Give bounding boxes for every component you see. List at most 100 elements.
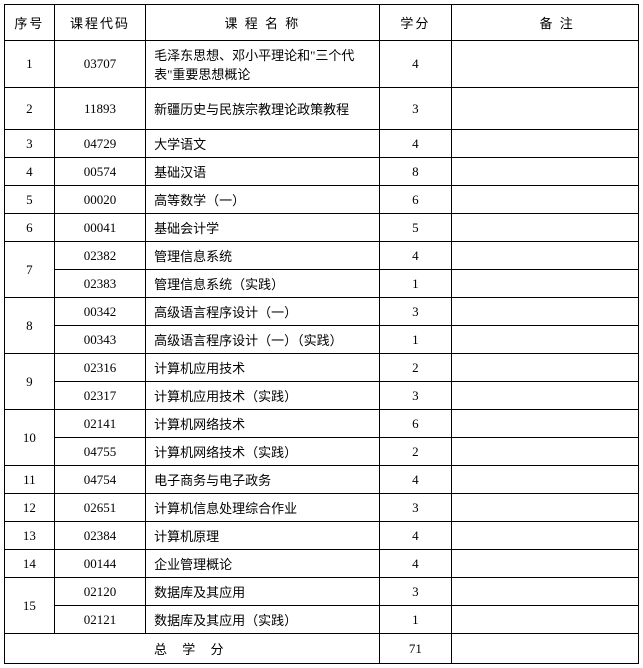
- cell-name: 计算机原理: [146, 522, 379, 550]
- cell-name: 数据库及其应用: [146, 578, 379, 606]
- cell-name: 基础汉语: [146, 158, 379, 186]
- table-row: 103707毛泽东思想、邓小平理论和"三个代表"重要思想概论4: [5, 41, 639, 88]
- cell-note: [452, 466, 639, 494]
- cell-name: 计算机应用技术（实践）: [146, 382, 379, 410]
- cell-code: 04729: [54, 130, 145, 158]
- cell-credit: 4: [379, 550, 452, 578]
- cell-name: 管理信息系统（实践）: [146, 270, 379, 298]
- cell-note: [452, 270, 639, 298]
- cell-credit: 8: [379, 158, 452, 186]
- cell-name: 高级语言程序设计（一）（实践）: [146, 326, 379, 354]
- cell-seq: 8: [5, 298, 55, 354]
- cell-note: [452, 550, 639, 578]
- cell-name: 数据库及其应用（实践）: [146, 606, 379, 634]
- cell-credit: 1: [379, 270, 452, 298]
- cell-code: 04754: [54, 466, 145, 494]
- cell-name: 企业管理概论: [146, 550, 379, 578]
- cell-note: [452, 130, 639, 158]
- cell-credit: 1: [379, 326, 452, 354]
- cell-credit: 6: [379, 186, 452, 214]
- table-row: 211893新疆历史与民族宗教理论政策教程3: [5, 88, 639, 130]
- cell-code: 00342: [54, 298, 145, 326]
- cell-note: [452, 410, 639, 438]
- cell-credit: 4: [379, 466, 452, 494]
- cell-note: [452, 494, 639, 522]
- header-credit: 学分: [379, 5, 452, 41]
- table-row: 702382管理信息系统4: [5, 242, 639, 270]
- cell-seq: 9: [5, 354, 55, 410]
- table-row: 1502120数据库及其应用3: [5, 578, 639, 606]
- cell-note: [452, 88, 639, 130]
- cell-name: 高级语言程序设计（一）: [146, 298, 379, 326]
- table-row: 02121数据库及其应用（实践）1: [5, 606, 639, 634]
- table-row: 1400144企业管理概论4: [5, 550, 639, 578]
- table-row: 00343高级语言程序设计（一）（实践）1: [5, 326, 639, 354]
- cell-seq: 10: [5, 410, 55, 466]
- cell-code: 02383: [54, 270, 145, 298]
- cell-credit: 2: [379, 354, 452, 382]
- header-note: 备 注: [452, 5, 639, 41]
- cell-note: [452, 158, 639, 186]
- cell-name: 计算机网络技术（实践）: [146, 438, 379, 466]
- cell-note: [452, 438, 639, 466]
- cell-code: 02317: [54, 382, 145, 410]
- cell-credit: 6: [379, 410, 452, 438]
- cell-note: [452, 578, 639, 606]
- cell-name: 基础会计学: [146, 214, 379, 242]
- cell-credit: 3: [379, 382, 452, 410]
- cell-note: [452, 522, 639, 550]
- table-row: 400574基础汉语8: [5, 158, 639, 186]
- header-seq: 序号: [5, 5, 55, 41]
- cell-note: [452, 242, 639, 270]
- cell-note: [452, 298, 639, 326]
- cell-credit: 3: [379, 88, 452, 130]
- cell-credit: 4: [379, 130, 452, 158]
- cell-seq: 7: [5, 242, 55, 298]
- cell-note: [452, 382, 639, 410]
- cell-code: 00343: [54, 326, 145, 354]
- cell-name: 电子商务与电子政务: [146, 466, 379, 494]
- cell-code: 04755: [54, 438, 145, 466]
- total-row: 总 学 分 71: [5, 634, 639, 664]
- table-row: 1302384计算机原理4: [5, 522, 639, 550]
- table-row: 1202651计算机信息处理综合作业3: [5, 494, 639, 522]
- cell-name: 计算机信息处理综合作业: [146, 494, 379, 522]
- cell-code: 02651: [54, 494, 145, 522]
- cell-note: [452, 186, 639, 214]
- table-row: 1104754电子商务与电子政务4: [5, 466, 639, 494]
- cell-code: 02384: [54, 522, 145, 550]
- cell-code: 00020: [54, 186, 145, 214]
- cell-code: 00041: [54, 214, 145, 242]
- cell-seq: 11: [5, 466, 55, 494]
- total-value: 71: [379, 634, 452, 664]
- cell-code: 02141: [54, 410, 145, 438]
- total-label: 总 学 分: [5, 634, 380, 664]
- cell-credit: 3: [379, 494, 452, 522]
- cell-seq: 14: [5, 550, 55, 578]
- table-body: 103707毛泽东思想、邓小平理论和"三个代表"重要思想概论4211893新疆历…: [5, 41, 639, 634]
- header-code: 课程代码: [54, 5, 145, 41]
- cell-note: [452, 354, 639, 382]
- cell-name: 管理信息系统: [146, 242, 379, 270]
- cell-code: 11893: [54, 88, 145, 130]
- cell-name: 新疆历史与民族宗教理论政策教程: [146, 88, 379, 130]
- cell-note: [452, 214, 639, 242]
- cell-name: 计算机网络技术: [146, 410, 379, 438]
- table-row: 02383管理信息系统（实践）1: [5, 270, 639, 298]
- cell-seq: 2: [5, 88, 55, 130]
- cell-code: 02121: [54, 606, 145, 634]
- cell-note: [452, 606, 639, 634]
- cell-note: [452, 41, 639, 88]
- cell-code: 00144: [54, 550, 145, 578]
- cell-credit: 4: [379, 41, 452, 88]
- cell-seq: 6: [5, 214, 55, 242]
- cell-code: 02316: [54, 354, 145, 382]
- cell-credit: 3: [379, 298, 452, 326]
- table-row: 902316计算机应用技术2: [5, 354, 639, 382]
- cell-seq: 13: [5, 522, 55, 550]
- cell-code: 00574: [54, 158, 145, 186]
- cell-name: 大学语文: [146, 130, 379, 158]
- cell-name: 高等数学（一）: [146, 186, 379, 214]
- cell-seq: 15: [5, 578, 55, 634]
- cell-credit: 4: [379, 522, 452, 550]
